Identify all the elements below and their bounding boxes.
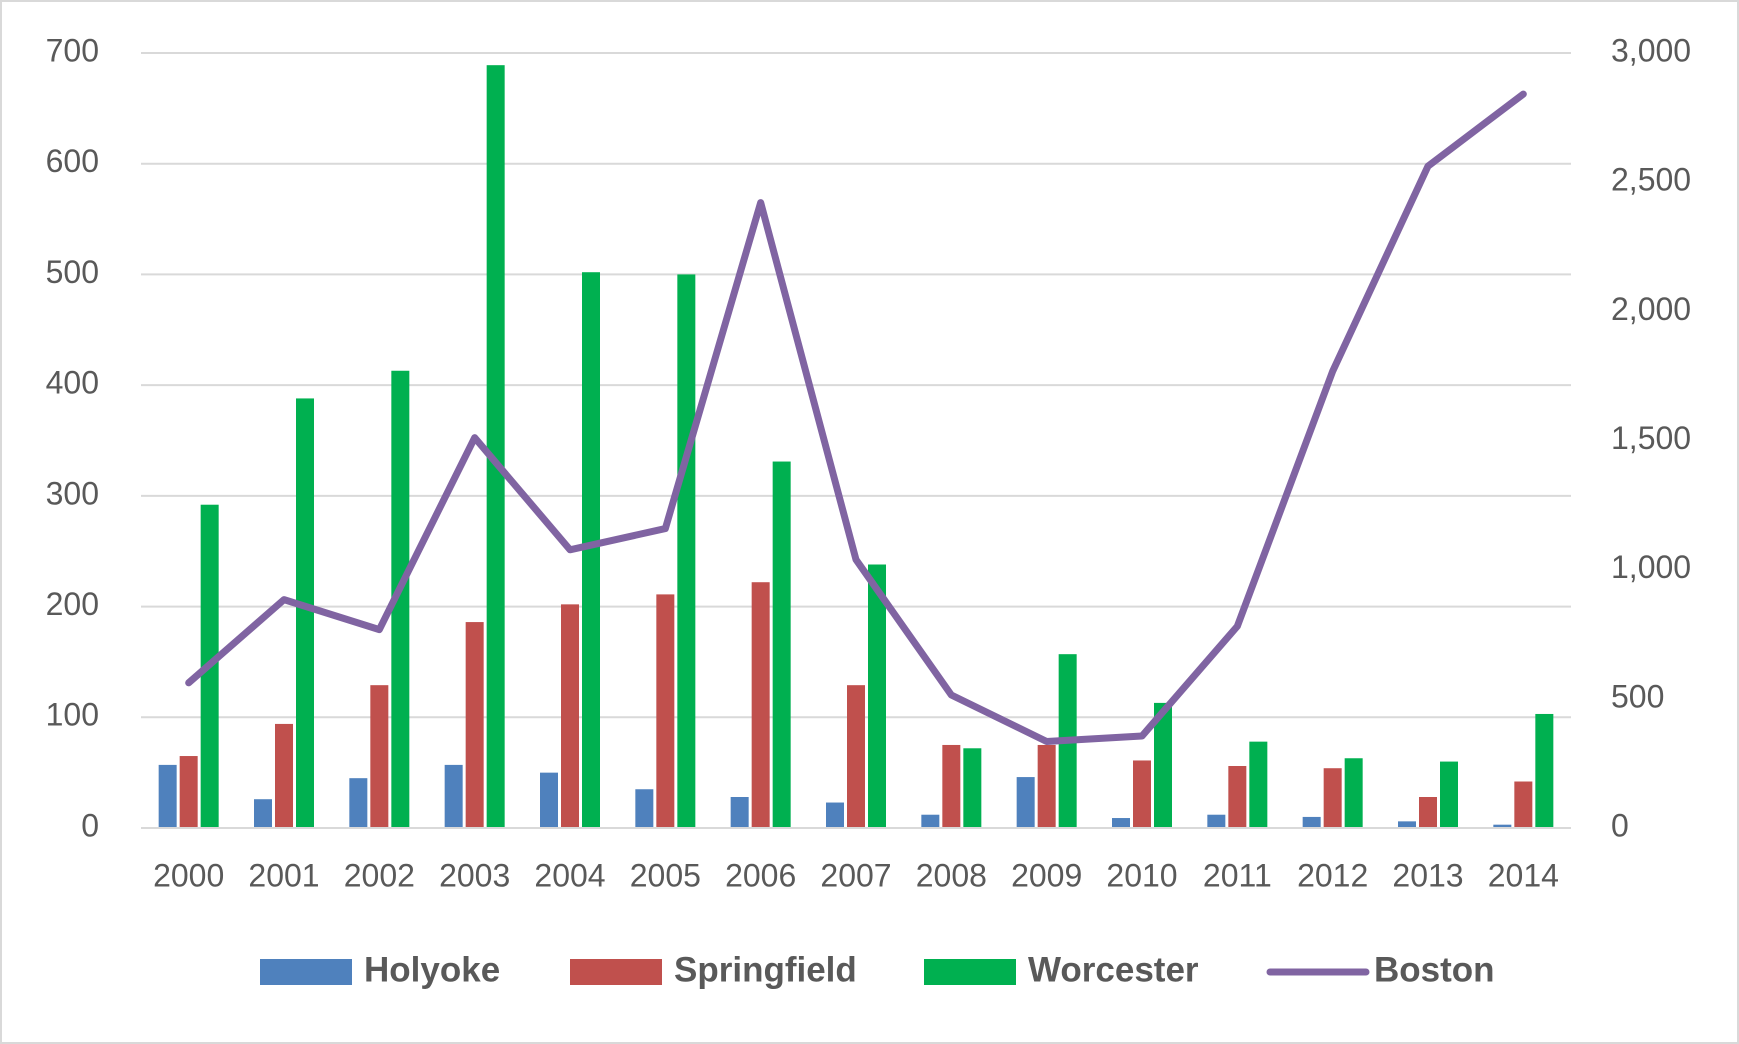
bar <box>1207 814 1226 828</box>
y2-tick-label: 3,000 <box>1611 32 1691 68</box>
bar <box>1440 761 1458 828</box>
legend-label: Holyoke <box>364 950 500 989</box>
y2-tick-label: 2,000 <box>1611 291 1691 327</box>
bar <box>772 461 791 828</box>
y-tick-label: 600 <box>46 143 99 179</box>
bar <box>1493 824 1512 828</box>
y2-tick-label: 500 <box>1611 678 1664 714</box>
bar <box>730 797 749 828</box>
line-series <box>185 90 1527 745</box>
y2-tick-label: 1,500 <box>1611 420 1691 456</box>
bar <box>1016 777 1035 828</box>
y-tick-label: 700 <box>46 32 99 68</box>
bar <box>1302 816 1321 828</box>
legend-label: Worcester <box>1028 950 1199 989</box>
x-tick-label: 2012 <box>1297 857 1368 893</box>
x-tick-label: 2008 <box>916 857 987 893</box>
bar <box>963 748 982 828</box>
bar <box>465 622 484 828</box>
bar <box>1514 781 1533 828</box>
bar <box>868 564 886 828</box>
y2-tick-label: 0 <box>1611 807 1629 843</box>
y-tick-label: 300 <box>46 475 99 511</box>
bar <box>1344 758 1363 828</box>
bar <box>1323 768 1342 828</box>
legend-swatch <box>924 959 1016 985</box>
legend-swatch <box>260 959 352 985</box>
bar <box>635 789 654 828</box>
bar <box>561 604 579 828</box>
y-tick-label: 200 <box>46 586 99 622</box>
bar <box>1154 702 1172 828</box>
bar <box>391 370 410 828</box>
bar <box>1133 760 1151 828</box>
y2-tick-label: 2,500 <box>1611 162 1691 198</box>
legend-swatch <box>570 959 662 985</box>
bar <box>179 756 198 828</box>
bar <box>582 272 600 828</box>
bar <box>656 594 675 828</box>
x-tick-label: 2002 <box>344 857 415 893</box>
y2-tick-label: 1,000 <box>1611 549 1691 585</box>
bar <box>1535 713 1554 828</box>
y-tick-label: 500 <box>46 254 99 290</box>
bar <box>1037 744 1056 828</box>
bar <box>1228 766 1247 828</box>
bar <box>1398 821 1416 828</box>
x-tick-label: 2004 <box>534 857 605 893</box>
bar <box>942 744 961 828</box>
bar <box>349 778 368 828</box>
x-tick-label: 2000 <box>153 857 224 893</box>
x-tick-label: 2007 <box>820 857 891 893</box>
bar <box>921 814 940 828</box>
x-tick-label: 2006 <box>725 857 796 893</box>
bar <box>540 772 558 828</box>
bar <box>751 582 770 828</box>
y-tick-label: 0 <box>81 807 99 843</box>
bar <box>296 398 314 828</box>
bar <box>254 799 272 828</box>
x-tick-label: 2009 <box>1011 857 1082 893</box>
bar <box>826 802 844 828</box>
bar <box>158 764 177 828</box>
bar <box>486 65 505 828</box>
legend-label: Springfield <box>674 950 857 989</box>
y-tick-label: 400 <box>46 365 99 401</box>
bar <box>847 685 865 828</box>
x-tick-label: 2003 <box>439 857 510 893</box>
x-tick-label: 2005 <box>630 857 701 893</box>
legend-label: Boston <box>1374 950 1495 989</box>
x-tick-label: 2014 <box>1488 857 1559 893</box>
bar <box>1249 741 1268 828</box>
bar <box>370 685 389 828</box>
bar <box>677 274 696 828</box>
bar <box>1112 818 1130 828</box>
x-tick-label: 2010 <box>1106 857 1177 893</box>
x-tick-label: 2011 <box>1203 857 1272 893</box>
y-tick-label: 100 <box>46 697 99 733</box>
bar <box>1419 797 1437 828</box>
x-tick-label: 2013 <box>1392 857 1463 893</box>
x-tick-label: 2001 <box>248 857 319 893</box>
bar <box>444 764 463 828</box>
bar <box>275 723 293 828</box>
